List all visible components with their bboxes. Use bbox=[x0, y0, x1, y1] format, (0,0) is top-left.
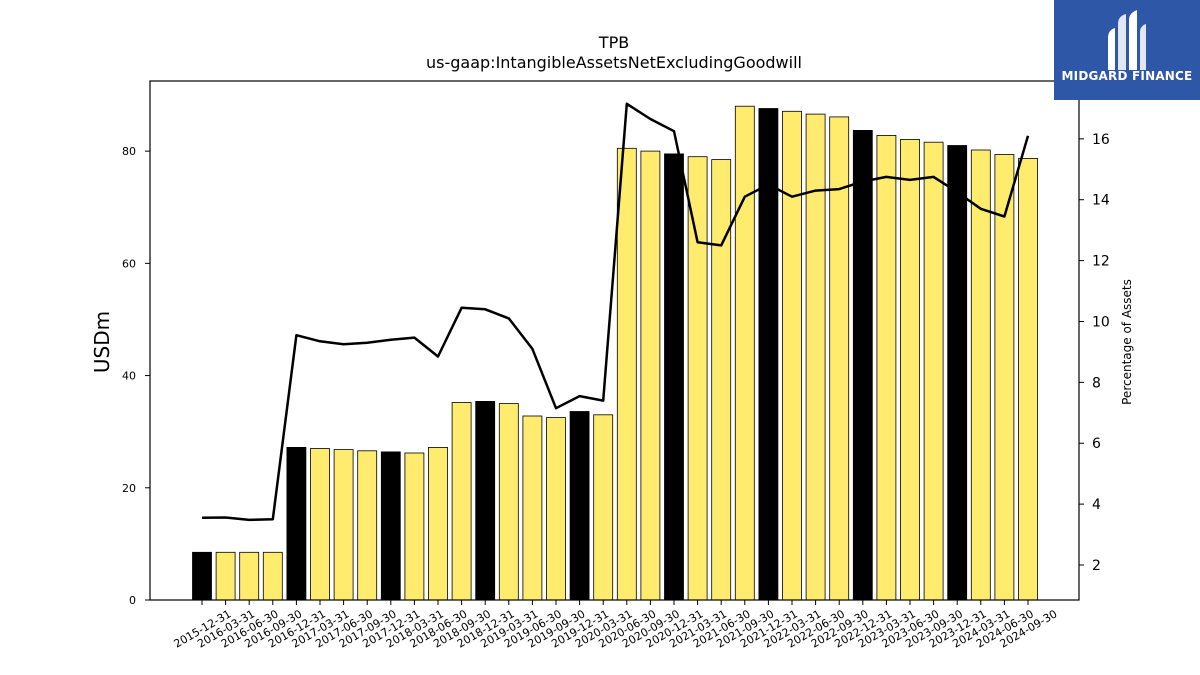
y2-axis-label: Percentage of Assets bbox=[1120, 279, 1134, 405]
bar-2021-03-31 bbox=[687, 156, 708, 601]
y-tick-label: 20 bbox=[122, 482, 136, 495]
plot-frame bbox=[149, 80, 1080, 601]
y-tick-label: 40 bbox=[122, 370, 136, 383]
bar-2019-09-30 bbox=[546, 417, 566, 601]
bar-2016-09-30 bbox=[262, 551, 283, 601]
bar-2018-03-31 bbox=[404, 452, 425, 601]
logo-text: MIDGARD FINANCE bbox=[1061, 69, 1193, 83]
bar-2023-03-31 bbox=[876, 134, 897, 601]
y2-tick-label: 4 bbox=[1092, 497, 1101, 513]
bar-2020-09-30 bbox=[640, 150, 661, 601]
bar-2017-09-30 bbox=[357, 450, 378, 601]
chart-subtitle: us-gaap:IntangibleAssetsNetExcludingGood… bbox=[426, 53, 802, 72]
bar-layer bbox=[192, 105, 1038, 601]
bar-2023-09-30 bbox=[923, 141, 944, 601]
bar-2017-03-31 bbox=[310, 448, 330, 601]
bar-2021-06-30 bbox=[711, 159, 732, 601]
bar-2021-12-31 bbox=[758, 108, 779, 601]
bar-2019-03-31 bbox=[498, 403, 519, 601]
y-tick-label: 80 bbox=[122, 145, 136, 158]
y-axis-right: 2 4 6 8 10 12 14 16 bbox=[1079, 132, 1110, 574]
bar-2024-06-30 bbox=[994, 154, 1015, 601]
chart-title: TPB bbox=[598, 33, 629, 52]
bar-2023-12-31 bbox=[947, 145, 968, 601]
bar-2022-03-31 bbox=[782, 110, 802, 601]
bar-2020-06-30 bbox=[616, 147, 637, 601]
y-tick-label: 0 bbox=[129, 594, 136, 607]
bar-2017-12-31 bbox=[380, 451, 401, 601]
percentage-line bbox=[201, 102, 1030, 522]
midgard-logo-icon bbox=[1108, 10, 1146, 70]
bar-2016-12-31 bbox=[286, 446, 307, 601]
y2-tick-label: 2 bbox=[1092, 558, 1101, 574]
x-axis: 2015-12-312016-03-312016-06-302016-09-30… bbox=[172, 600, 1060, 651]
brand-logo: MIDGARD FINANCE bbox=[1054, 0, 1200, 100]
bar-2018-09-30 bbox=[451, 402, 472, 601]
bar-2016-03-31 bbox=[215, 551, 236, 601]
bar-2023-06-30 bbox=[900, 138, 920, 601]
y2-tick-label: 8 bbox=[1092, 375, 1101, 391]
bar-2022-12-31 bbox=[852, 129, 873, 601]
bar-2018-12-31 bbox=[475, 400, 496, 601]
bar-2017-06-30 bbox=[333, 449, 354, 601]
y2-tick-label: 14 bbox=[1092, 193, 1110, 209]
bar-2021-09-30 bbox=[734, 105, 755, 601]
y-tick-label: 60 bbox=[122, 257, 136, 270]
y2-tick-label: 10 bbox=[1092, 314, 1110, 330]
y2-tick-label: 16 bbox=[1092, 132, 1110, 148]
y-axis-label: USDm bbox=[90, 311, 114, 373]
bar-2019-12-31 bbox=[569, 411, 590, 601]
bar-2016-06-30 bbox=[239, 551, 260, 601]
bar-2024-09-30 bbox=[1018, 157, 1038, 601]
y2-tick-label: 6 bbox=[1092, 436, 1101, 452]
line-layer bbox=[201, 102, 1030, 522]
bar-2018-06-30 bbox=[428, 446, 448, 601]
bar-2020-03-31 bbox=[593, 414, 614, 601]
bar-2022-06-30 bbox=[805, 113, 826, 601]
bar-2015-12-31 bbox=[192, 551, 212, 601]
y-axis-left: 0 20 40 60 80 bbox=[122, 145, 150, 607]
bar-2024-03-31 bbox=[970, 149, 991, 601]
bar-2019-06-30 bbox=[522, 415, 543, 601]
y2-tick-label: 12 bbox=[1092, 254, 1110, 270]
bar-2020-12-31 bbox=[664, 153, 684, 601]
